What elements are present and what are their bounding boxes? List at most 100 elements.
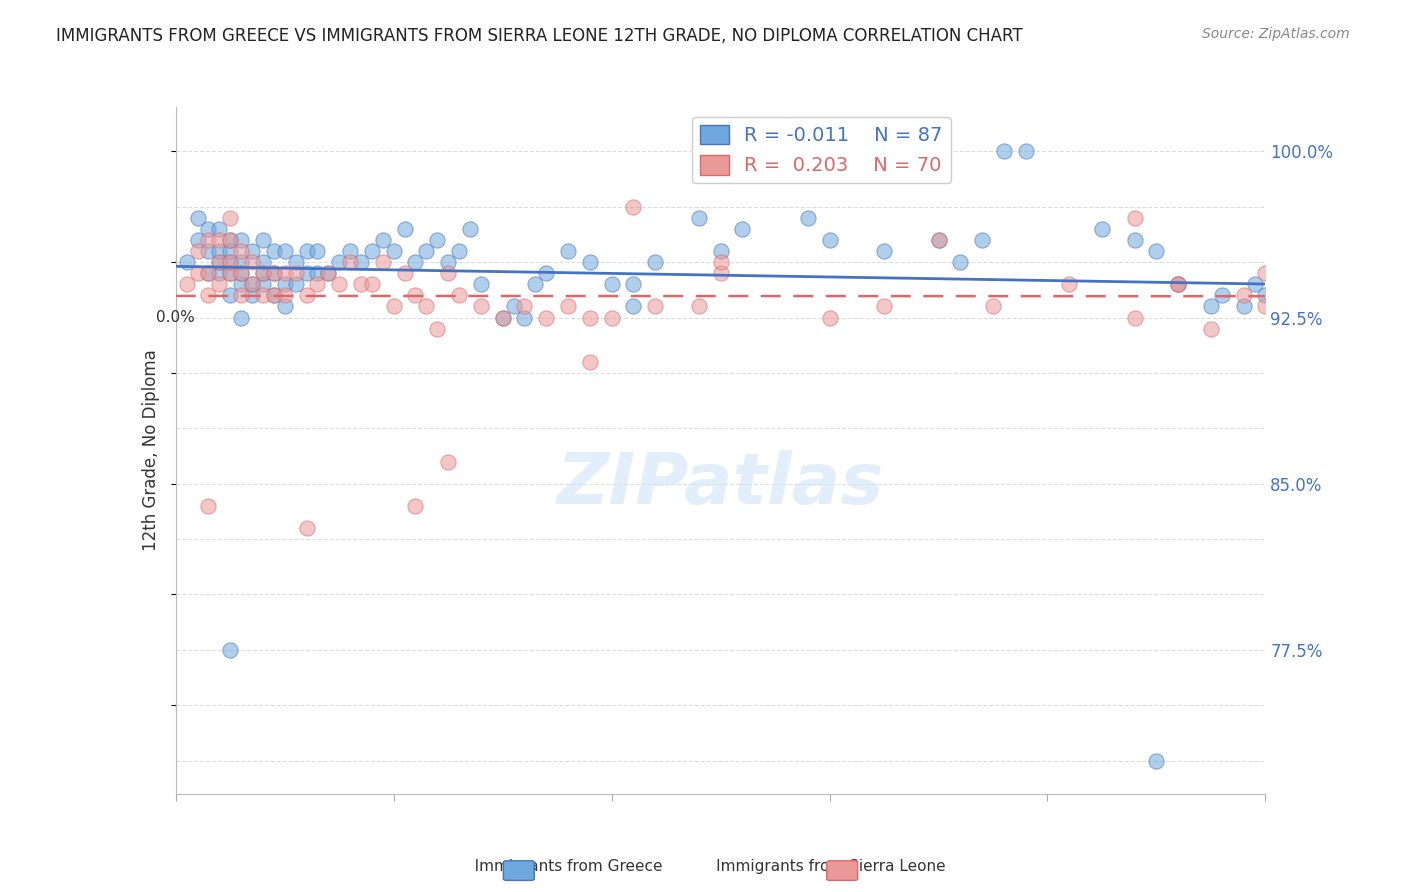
Point (492, 310, 515, 325)
Point (513, 300, 536, 314)
Point (263, 266, 285, 280)
Point (231, 288, 253, 302)
Point (405, 288, 427, 302)
Point (295, 244, 318, 258)
Point (644, 255, 666, 269)
Point (1057, 277, 1080, 292)
Y-axis label: 12th Grade, No Diploma: 12th Grade, No Diploma (142, 350, 160, 551)
Point (219, 643, 242, 657)
Point (274, 277, 297, 292)
Point (371, 255, 394, 269)
Point (579, 255, 602, 269)
Point (231, 310, 253, 325)
Point (208, 255, 231, 269)
Point (176, 255, 198, 269)
Point (1254, 288, 1277, 302)
Point (621, 200, 644, 214)
Point (426, 233, 449, 247)
Point (557, 244, 579, 258)
Point (1254, 266, 1277, 280)
Point (1167, 277, 1189, 292)
Point (1144, 244, 1167, 258)
Point (231, 266, 253, 280)
Point (437, 255, 460, 269)
Point (219, 266, 242, 280)
Point (208, 277, 231, 292)
Point (240, 244, 263, 258)
Text: 0.0%: 0.0% (156, 310, 195, 325)
Point (274, 288, 297, 302)
Point (1167, 277, 1189, 292)
Point (208, 244, 231, 258)
Point (186, 211, 209, 225)
Point (197, 266, 219, 280)
Point (240, 277, 263, 292)
Point (307, 266, 329, 280)
Point (274, 300, 297, 314)
Point (219, 233, 242, 247)
Point (219, 244, 242, 258)
Point (252, 277, 274, 292)
Point (318, 266, 340, 280)
Point (447, 288, 470, 302)
Point (350, 255, 373, 269)
Point (731, 222, 754, 236)
Point (350, 277, 373, 292)
Point (873, 300, 896, 314)
Point (710, 244, 733, 258)
Point (688, 300, 710, 314)
Point (644, 300, 666, 314)
Point (263, 266, 285, 280)
Point (437, 266, 460, 280)
Point (437, 454, 460, 468)
Point (208, 255, 231, 269)
Point (818, 310, 841, 325)
Point (307, 277, 329, 292)
Point (415, 300, 437, 314)
Point (928, 233, 950, 247)
Point (208, 266, 231, 280)
Point (928, 233, 950, 247)
Point (415, 244, 437, 258)
Point (240, 255, 263, 269)
Point (981, 300, 1004, 314)
Point (197, 233, 219, 247)
Point (208, 222, 231, 236)
Point (219, 266, 242, 280)
Point (318, 266, 340, 280)
Point (1015, 145, 1038, 159)
Point (621, 300, 644, 314)
Point (1254, 300, 1277, 314)
Point (405, 255, 427, 269)
Point (176, 277, 198, 292)
Point (252, 288, 274, 302)
Point (339, 244, 361, 258)
Point (394, 222, 416, 236)
Point (252, 233, 274, 247)
Point (231, 255, 253, 269)
Point (240, 277, 263, 292)
Point (295, 266, 318, 280)
Point (219, 255, 242, 269)
Point (295, 521, 318, 535)
Point (186, 266, 209, 280)
Point (1091, 222, 1114, 236)
Point (274, 266, 297, 280)
Point (502, 300, 524, 314)
Point (1123, 310, 1146, 325)
Point (557, 300, 579, 314)
Point (470, 300, 492, 314)
Legend: R = -0.011    N = 87, R =  0.203    N = 70: R = -0.011 N = 87, R = 0.203 N = 70 (692, 117, 950, 183)
Point (219, 233, 242, 247)
Point (710, 266, 733, 280)
Point (818, 233, 841, 247)
Point (186, 244, 209, 258)
Point (405, 499, 427, 513)
Point (1199, 321, 1222, 335)
Point (252, 255, 274, 269)
Point (873, 244, 896, 258)
Point (458, 222, 481, 236)
Text: Source: ZipAtlas.com: Source: ZipAtlas.com (1202, 27, 1350, 41)
Point (949, 255, 972, 269)
Point (263, 288, 285, 302)
